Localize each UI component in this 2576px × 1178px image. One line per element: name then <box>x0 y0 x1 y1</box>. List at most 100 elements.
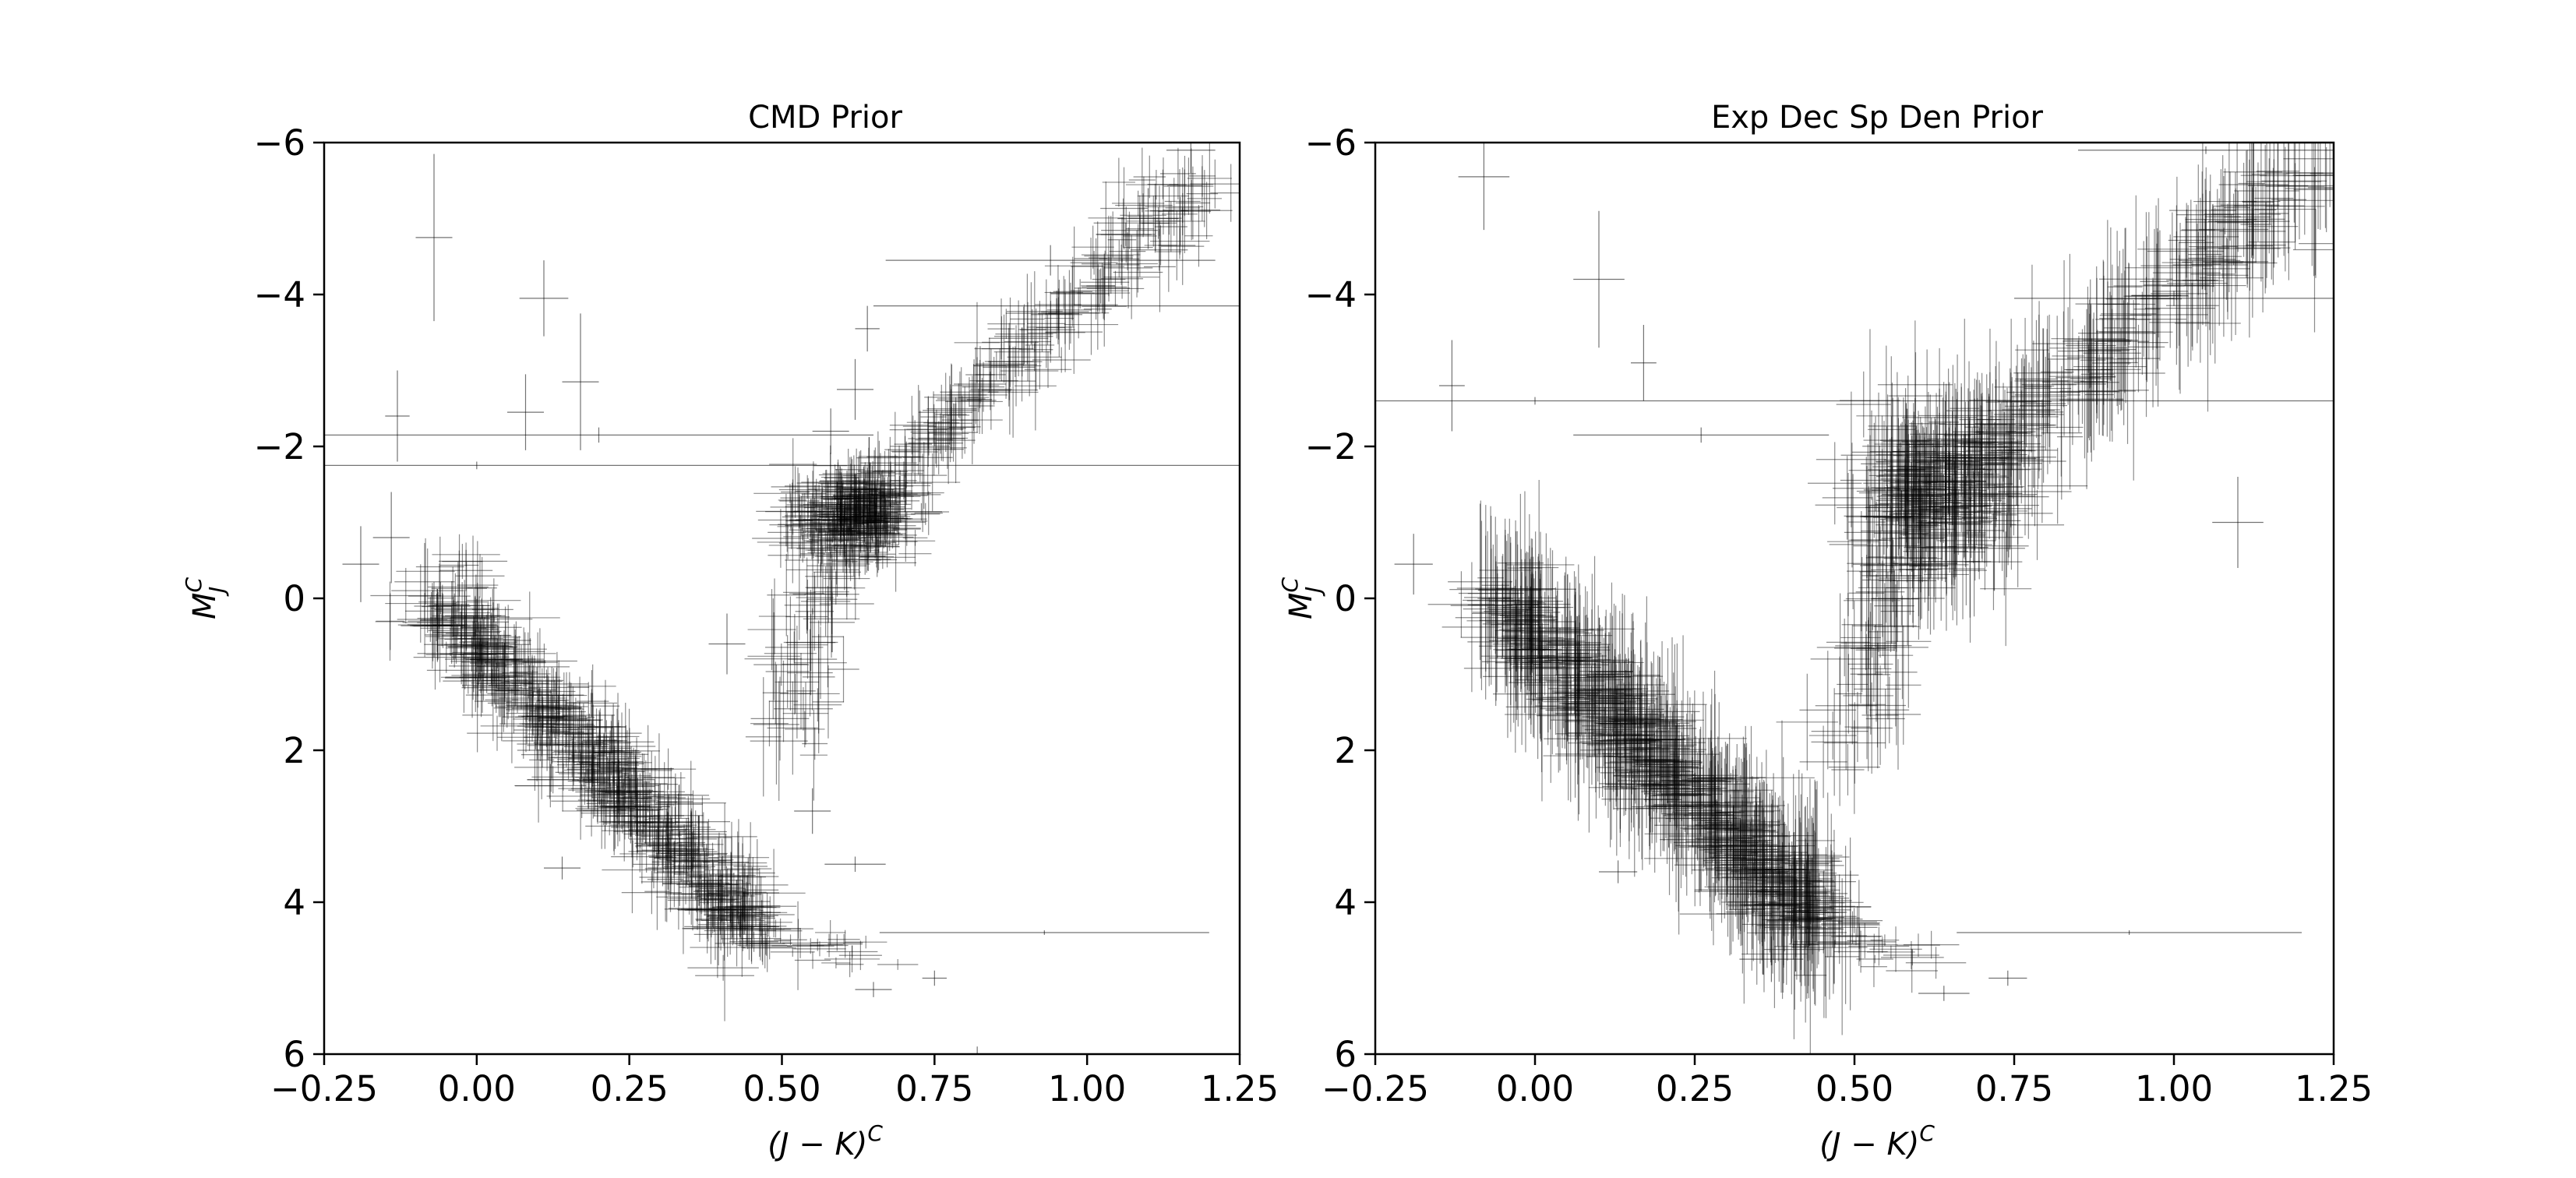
data-point <box>583 765 655 794</box>
data-point <box>551 784 613 819</box>
data-point <box>563 754 631 785</box>
data-point <box>639 847 710 908</box>
data-point <box>485 643 524 685</box>
data-point <box>615 771 671 843</box>
data-point <box>506 669 559 735</box>
data-point <box>679 874 743 900</box>
data-point <box>439 549 493 591</box>
data-point <box>421 589 453 662</box>
data-point <box>734 893 792 965</box>
data-point <box>434 580 470 628</box>
chart-title: CMD Prior <box>748 100 902 136</box>
data-point <box>517 703 554 749</box>
data-point <box>424 606 456 682</box>
data-point <box>397 597 464 642</box>
data-point <box>432 613 500 651</box>
data-point <box>485 634 546 689</box>
data-point <box>647 837 684 922</box>
data-point <box>462 627 509 664</box>
data-point <box>625 804 675 842</box>
data-point <box>667 884 726 912</box>
data-point <box>591 752 658 786</box>
data-point <box>648 828 676 887</box>
data-point <box>664 864 703 954</box>
data-point <box>509 627 538 718</box>
data-point <box>719 831 756 919</box>
data-point <box>650 785 686 869</box>
data-point <box>432 573 479 659</box>
data-point <box>523 672 589 697</box>
data-point <box>644 841 693 897</box>
data-point <box>397 593 452 658</box>
data-point <box>579 708 621 746</box>
data-point <box>605 780 630 835</box>
data-point <box>622 783 651 848</box>
y-tick-label: 2 <box>283 730 305 771</box>
data-point <box>538 707 602 734</box>
data-point <box>444 603 489 686</box>
data-point <box>727 853 772 884</box>
data-point <box>640 808 675 881</box>
data-point <box>698 875 739 948</box>
data-point <box>568 770 622 810</box>
y-axis-label-text: M <box>187 593 223 620</box>
data-point <box>558 728 605 777</box>
data-point <box>548 738 597 778</box>
data-point <box>620 768 648 830</box>
data-point <box>452 623 499 666</box>
data-point <box>495 647 532 734</box>
data-point <box>621 871 683 915</box>
data-point <box>660 824 708 873</box>
data-point <box>690 916 746 979</box>
data-point <box>545 693 581 773</box>
data-point <box>478 648 529 732</box>
data-point <box>609 753 652 844</box>
data-point <box>559 745 630 802</box>
data-point <box>659 796 718 882</box>
data-point <box>602 760 637 825</box>
data-point <box>715 875 779 905</box>
data-point <box>529 668 556 754</box>
data-point <box>721 902 760 929</box>
data-point <box>739 892 795 937</box>
data-point <box>471 602 515 685</box>
data-point <box>693 914 767 955</box>
errorbar-series <box>324 143 1240 1055</box>
data-point <box>651 841 711 883</box>
data-point <box>450 623 496 700</box>
data-point <box>735 926 768 962</box>
data-point <box>533 706 604 780</box>
data-point <box>480 622 531 659</box>
data-point <box>552 740 612 764</box>
data-point <box>599 722 637 814</box>
data-point <box>724 867 781 948</box>
data-point <box>597 778 651 827</box>
data-point <box>510 667 564 694</box>
data-point <box>478 634 524 718</box>
data-point <box>712 892 777 922</box>
data-point <box>470 642 523 676</box>
data-point <box>546 753 615 840</box>
data-point <box>644 824 690 861</box>
data-point <box>583 720 655 764</box>
data-point <box>643 784 678 810</box>
data-point <box>425 605 479 664</box>
data-point <box>595 760 623 795</box>
data-point <box>527 747 598 812</box>
data-point <box>518 655 551 693</box>
data-point <box>578 745 608 819</box>
data-point <box>650 803 685 828</box>
data-point <box>552 686 594 762</box>
data-point <box>724 875 772 950</box>
data-point <box>575 746 630 809</box>
data-point <box>497 715 550 759</box>
data-point <box>628 835 697 868</box>
data-point <box>655 760 726 845</box>
data-point <box>497 664 538 713</box>
data-point <box>471 588 513 630</box>
data-point <box>591 741 645 802</box>
data-point <box>499 632 556 675</box>
data-point <box>704 914 776 947</box>
data-point <box>654 841 696 875</box>
